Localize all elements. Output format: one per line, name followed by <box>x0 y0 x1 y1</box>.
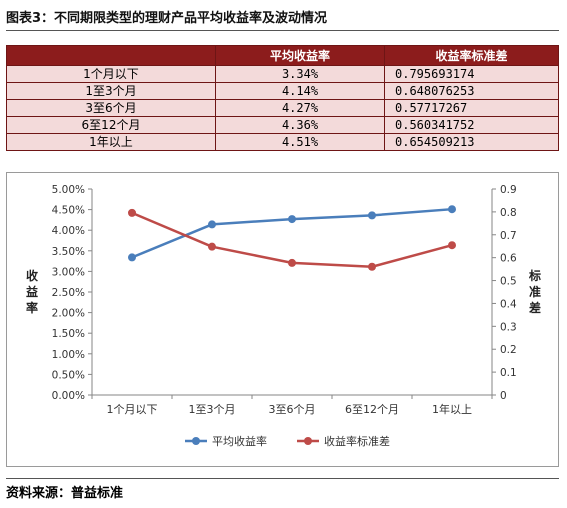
y-left-tick-label: 1.50% <box>52 328 85 340</box>
series-1-point <box>368 211 376 220</box>
series-1-point <box>208 220 216 229</box>
series-2-point <box>368 262 376 271</box>
avg-yield-cell: 4.27% <box>215 99 385 117</box>
series-1-point <box>448 205 456 214</box>
header-cell: 收益率标准差 <box>384 45 559 66</box>
source-note: 资料来源：普益标准 <box>6 486 124 501</box>
legend-label-1: 平均收益率 <box>212 434 267 448</box>
std-dev-cell: 0.648076253 <box>384 82 559 100</box>
avg-yield-cell: 4.14% <box>215 82 385 100</box>
table-row: 1年以上 4.51% 0.654509213 <box>6 133 559 151</box>
term-cell: 6至12个月 <box>6 116 216 134</box>
y-left-tick-label: 4.00% <box>52 225 85 237</box>
header-cell: 平均收益率 <box>215 45 385 66</box>
x-tick-label: 1个月以下 <box>107 403 158 416</box>
title-divider <box>6 30 559 31</box>
y-right-tick-label: 0.2 <box>500 344 517 356</box>
y-left-axis-title: 收益率 <box>26 268 38 315</box>
series-1-point <box>128 253 136 262</box>
y-right-tick-label: 0 <box>500 390 507 402</box>
term-cell: 1至3个月 <box>6 82 216 100</box>
y-left-tick-label: 3.50% <box>52 246 85 258</box>
table-row: 1个月以下 3.34% 0.795693174 <box>6 65 559 83</box>
table-row: 3至6个月 4.27% 0.57717267 <box>6 99 559 117</box>
y-right-tick-label: 0.5 <box>500 276 517 288</box>
x-tick-label: 1年以上 <box>432 402 472 416</box>
y-right-axis-title: 标准差 <box>528 268 541 315</box>
y-left-tick-label: 5.00% <box>52 184 85 196</box>
y-left-tick-label: 0.00% <box>52 390 85 402</box>
y-right-tick-label: 0.9 <box>500 184 517 196</box>
table-row: 1至3个月 4.14% 0.648076253 <box>6 82 559 100</box>
avg-yield-cell: 4.36% <box>215 116 385 134</box>
source-divider <box>6 478 559 479</box>
y-left-tick-label: 3.00% <box>52 266 85 278</box>
series-2-point <box>448 241 456 250</box>
y-right-tick-label: 0.7 <box>500 230 517 242</box>
std-dev-cell: 0.654509213 <box>384 133 559 151</box>
term-cell: 1个月以下 <box>6 65 216 83</box>
y-left-tick-label: 2.50% <box>52 287 85 299</box>
term-cell: 1年以上 <box>6 133 216 151</box>
y-right-tick-label: 0.4 <box>500 298 517 310</box>
line-chart: 0.00% 0.50% 1.00% 1.50% 2.00% 2.50% 3.00% 3.50%… <box>26 184 541 448</box>
std-dev-cell: 0.560341752 <box>384 116 559 134</box>
table-header-row: 平均收益率 收益率标准差 <box>6 45 559 66</box>
y-right-tick-label: 0.6 <box>500 253 517 265</box>
std-dev-cell: 0.57717267 <box>384 99 559 117</box>
y-right-tick-label: 0.3 <box>500 321 517 333</box>
y-left-tick-label: 2.00% <box>52 308 85 320</box>
std-dev-cell: 0.795693174 <box>384 65 559 83</box>
x-tick-label: 1至3个月 <box>189 403 236 416</box>
x-tick-label: 6至12个月 <box>345 403 399 416</box>
term-cell: 3至6个月 <box>6 99 216 117</box>
header-cell <box>6 45 216 66</box>
series-2-point <box>208 242 216 251</box>
data-table: 平均收益率 收益率标准差 1个月以下 3.34% 0.795693174 1至3… <box>6 45 559 151</box>
y-right-tick-label: 0.8 <box>500 207 517 219</box>
avg-yield-cell: 4.51% <box>215 133 385 151</box>
y-right-tick-label: 0.1 <box>500 367 517 379</box>
chart-frame: 0.00% 0.50% 1.00% 1.50% 2.00% 2.50% 3.00% 3.50%… <box>6 172 559 467</box>
series-2-point <box>288 258 296 267</box>
table-row: 6至12个月 4.36% 0.560341752 <box>6 116 559 134</box>
avg-yield-cell: 3.34% <box>215 65 385 83</box>
legend-marker-2 <box>304 437 312 445</box>
series-2-point <box>128 208 136 217</box>
y-left-tick-label: 4.50% <box>52 205 85 217</box>
x-tick-label: 3至6个月 <box>269 403 316 416</box>
y-left-tick-label: 0.50% <box>52 369 85 381</box>
legend-label-2: 收益率标准差 <box>324 434 390 448</box>
y-left-tick-label: 1.00% <box>52 349 85 361</box>
series-1-point <box>288 215 296 224</box>
figure-title: 图表3：不同期限类型的理财产品平均收益率及波动情况 <box>6 11 328 26</box>
legend-marker-1 <box>192 437 200 445</box>
